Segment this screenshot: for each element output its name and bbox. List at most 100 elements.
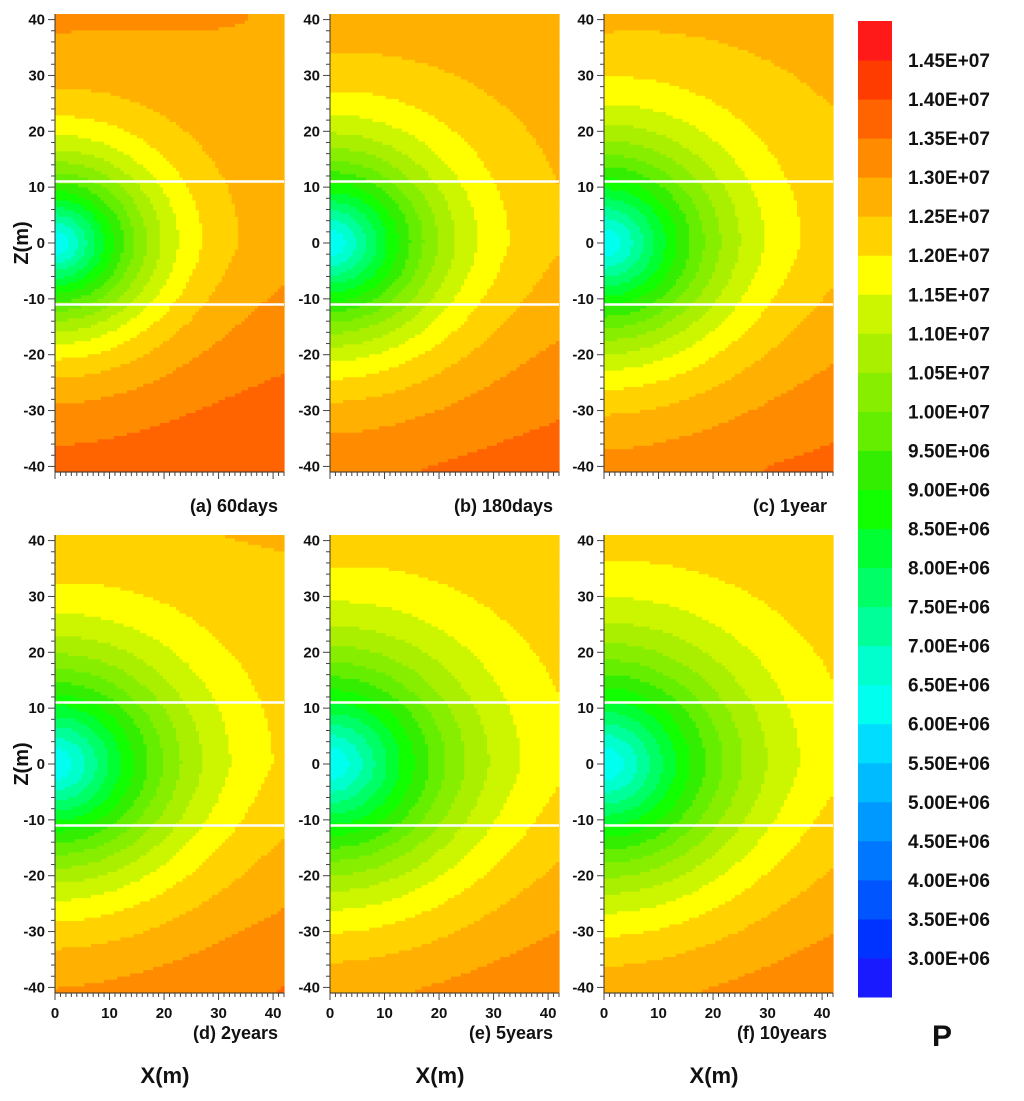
contour-cell [639, 210, 654, 215]
contour-cell [480, 793, 511, 798]
contour-cell [202, 229, 239, 234]
contour-cell [630, 216, 648, 221]
contour-cell [330, 377, 344, 381]
contour-cell [55, 324, 92, 329]
contour-cell [359, 773, 374, 778]
contour-cell [460, 731, 485, 736]
contour-cell [421, 164, 449, 169]
contour-cell [613, 229, 631, 234]
contour-cell [330, 865, 380, 870]
contour-cell [708, 278, 729, 283]
contour-cell [434, 295, 455, 300]
contour-cell [721, 144, 769, 149]
contour-cell [555, 256, 560, 260]
contour-cell [643, 246, 654, 251]
contour-cell [516, 780, 560, 785]
contour-cell [359, 754, 374, 759]
contour-cell [487, 734, 518, 739]
contour-cell [225, 937, 285, 942]
contour-cell [744, 816, 778, 821]
contour-cell [136, 357, 193, 362]
contour-cell [87, 724, 105, 729]
contour-cell [659, 167, 687, 172]
contour-cell [251, 682, 285, 687]
contour-cell [143, 164, 174, 169]
contour-cell [659, 705, 684, 709]
contour-cell [444, 406, 560, 411]
contour-cell [428, 809, 449, 814]
contour-cell [441, 157, 482, 162]
contour-cell [55, 439, 99, 444]
contour-cell [705, 754, 723, 759]
contour-cell [734, 416, 834, 421]
contour-cell [385, 233, 400, 238]
contour-cell [431, 832, 455, 837]
contour-cell [604, 570, 700, 575]
contour-cell [672, 197, 693, 202]
contour-cell [330, 862, 387, 867]
contour-cell [330, 373, 367, 378]
contour-cell [738, 164, 782, 169]
contour-cell [639, 409, 749, 414]
contour-cell [97, 207, 112, 211]
contour-cell [74, 229, 86, 234]
contour-cell [506, 105, 560, 110]
contour-cell [793, 721, 834, 726]
contour-cell [800, 223, 834, 228]
contour-cell [685, 780, 703, 785]
contour-cell [604, 148, 654, 152]
contour-cell [411, 741, 426, 745]
contour-cell [117, 344, 161, 349]
contour-cell [90, 89, 285, 94]
contour-cell [490, 285, 534, 290]
contour-cell [731, 269, 759, 274]
contour-cell [617, 773, 635, 778]
contour-cell [176, 606, 285, 611]
contour-cell [61, 747, 82, 752]
contour-cell [146, 760, 164, 765]
contour-cell [800, 216, 834, 221]
contour-cell [646, 826, 671, 831]
contour-cell [382, 292, 400, 296]
contour-cell [162, 154, 210, 159]
contour-cell [385, 288, 403, 293]
contour-cell [84, 197, 102, 202]
contour-cell [189, 665, 243, 670]
contour-cell [490, 760, 521, 765]
contour-cell [120, 754, 135, 759]
contour-cell [55, 845, 99, 850]
y-tick-label: -40 [572, 458, 594, 475]
contour-cell [454, 587, 560, 592]
contour-cell [385, 252, 397, 257]
contour-cell [169, 272, 193, 277]
contour-cell [434, 721, 459, 726]
contour-cell [336, 734, 364, 739]
contour-cell [702, 813, 726, 817]
contour-cell [372, 223, 383, 228]
contour-cell [662, 796, 680, 801]
contour-cell [480, 659, 540, 664]
contour-cell [487, 963, 560, 968]
contour-cell [675, 233, 690, 238]
contour-cell [339, 799, 367, 804]
contour-cell [437, 229, 455, 234]
contour-cell [330, 554, 560, 559]
contour-cell [604, 331, 648, 336]
contour-cell [179, 229, 203, 234]
contour-cell [405, 321, 433, 326]
contour-cell [330, 760, 351, 765]
contour-cell [143, 138, 197, 143]
contour-cell [689, 193, 710, 198]
contour-cell [408, 708, 429, 713]
contour-cell [113, 783, 131, 788]
contour-cell [241, 321, 285, 326]
contour-cell [467, 193, 501, 198]
contour-cell [434, 688, 465, 693]
contour-cell [473, 207, 504, 211]
contour-cell [457, 829, 488, 834]
contour-cell [506, 373, 560, 378]
contour-cell [451, 262, 475, 267]
contour-cell [395, 311, 419, 316]
contour-cell [604, 567, 687, 572]
contour-cell [757, 318, 805, 323]
